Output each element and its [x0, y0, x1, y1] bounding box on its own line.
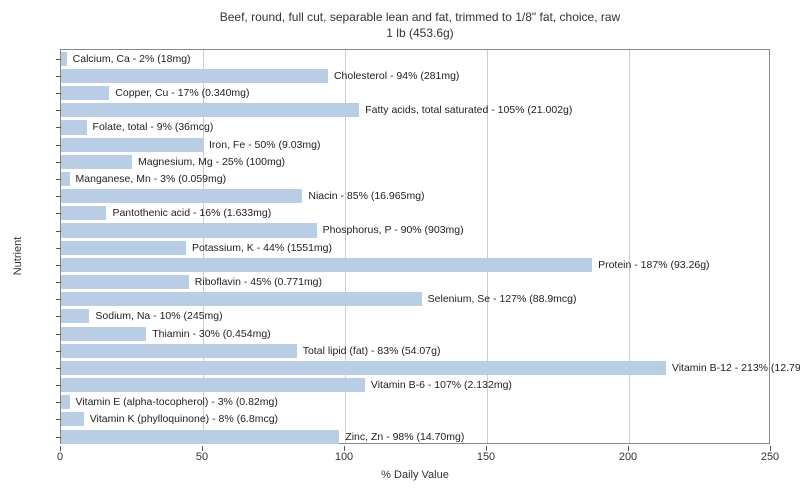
nutrient-bar-label: Sodium, Na - 10% (245mg): [95, 309, 222, 323]
nutrient-bar-label: Vitamin K (phylloquinone) - 8% (6.8mcg): [90, 412, 278, 426]
nutrient-bar: [61, 412, 84, 426]
nutrient-bar-label: Calcium, Ca - 2% (18mg): [73, 52, 191, 66]
nutrient-bar-label: Copper, Cu - 17% (0.340mg): [115, 86, 249, 100]
nutrient-bar-label: Niacin - 85% (16.965mg): [308, 189, 424, 203]
chart-title: Beef, round, full cut, separable lean an…: [60, 10, 780, 41]
x-tick: [628, 446, 629, 451]
x-tick-label: 0: [57, 451, 63, 463]
nutrient-bar: [61, 52, 67, 66]
x-tick: [486, 446, 487, 451]
nutrient-bar: [61, 86, 109, 100]
nutrient-bar-label: Riboflavin - 45% (0.771mg): [195, 275, 322, 289]
nutrient-bar-label: Manganese, Mn - 3% (0.059mg): [76, 172, 227, 186]
y-axis-title: Nutrient: [12, 237, 24, 276]
nutrient-chart: Beef, round, full cut, separable lean an…: [0, 0, 800, 500]
nutrient-bar: [61, 361, 666, 375]
nutrient-bar: [61, 103, 359, 117]
nutrient-bar: [61, 155, 132, 169]
nutrient-bar: [61, 344, 297, 358]
x-tick: [202, 446, 203, 451]
title-line1: Beef, round, full cut, separable lean an…: [220, 10, 620, 24]
title-line2: 1 lb (453.6g): [386, 26, 453, 40]
nutrient-bar: [61, 206, 106, 220]
nutrient-bar: [61, 395, 70, 409]
nutrient-bar-label: Iron, Fe - 50% (9.03mg): [209, 138, 320, 152]
x-tick-label: 100: [335, 451, 353, 463]
x-tick-label: 200: [619, 451, 637, 463]
nutrient-bar-label: Total lipid (fat) - 83% (54.07g): [303, 344, 441, 358]
nutrient-bar: [61, 292, 422, 306]
x-tick: [60, 446, 61, 451]
x-tick-label: 150: [477, 451, 495, 463]
nutrient-bar-label: Fatty acids, total saturated - 105% (21.…: [365, 103, 572, 117]
nutrient-bar-label: Pantothenic acid - 16% (1.633mg): [112, 206, 271, 220]
nutrient-bar-label: Magnesium, Mg - 25% (100mg): [138, 155, 285, 169]
nutrient-bar: [61, 69, 328, 83]
gridline: [629, 50, 630, 443]
x-axis: % Daily Value 050100150200250: [60, 447, 770, 467]
nutrient-bar-label: Phosphorus, P - 90% (903mg): [323, 223, 464, 237]
nutrient-bar: [61, 275, 189, 289]
nutrient-bar: [61, 172, 70, 186]
nutrient-bar-label: Zinc, Zn - 98% (14.70mg): [345, 430, 464, 444]
nutrient-bar: [61, 258, 592, 272]
x-axis-title: % Daily Value: [381, 469, 449, 481]
nutrient-bar: [61, 309, 89, 323]
x-tick: [344, 446, 345, 451]
nutrient-bar: [61, 223, 317, 237]
nutrient-bar: [61, 120, 87, 134]
nutrient-bar: [61, 430, 339, 444]
nutrient-bar-label: Cholesterol - 94% (281mg): [334, 69, 459, 83]
nutrient-bar: [61, 378, 365, 392]
x-tick-label: 50: [196, 451, 208, 463]
nutrient-bar-label: Vitamin B-6 - 107% (2.132mg): [371, 378, 512, 392]
nutrient-bar-label: Thiamin - 30% (0.454mg): [152, 327, 270, 341]
nutrient-bar-label: Vitamin E (alpha-tocopherol) - 3% (0.82m…: [76, 395, 278, 409]
nutrient-bar: [61, 241, 186, 255]
nutrient-bar: [61, 189, 302, 203]
nutrient-bar-label: Protein - 187% (93.26g): [598, 258, 709, 272]
nutrient-bar: [61, 327, 146, 341]
nutrient-bar-label: Selenium, Se - 127% (88.9mcg): [428, 292, 577, 306]
x-tick-label: 250: [761, 451, 779, 463]
nutrient-bar: [61, 138, 203, 152]
x-tick: [770, 446, 771, 451]
nutrient-bar-label: Folate, total - 9% (36mcg): [93, 120, 214, 134]
nutrient-bar-label: Vitamin B-12 - 213% (12.79mcg): [672, 361, 800, 375]
plot-area: Calcium, Ca - 2% (18mg) Cholesterol - 94%…: [60, 49, 770, 444]
nutrient-bar-label: Potassium, K - 44% (1551mg): [192, 241, 332, 255]
